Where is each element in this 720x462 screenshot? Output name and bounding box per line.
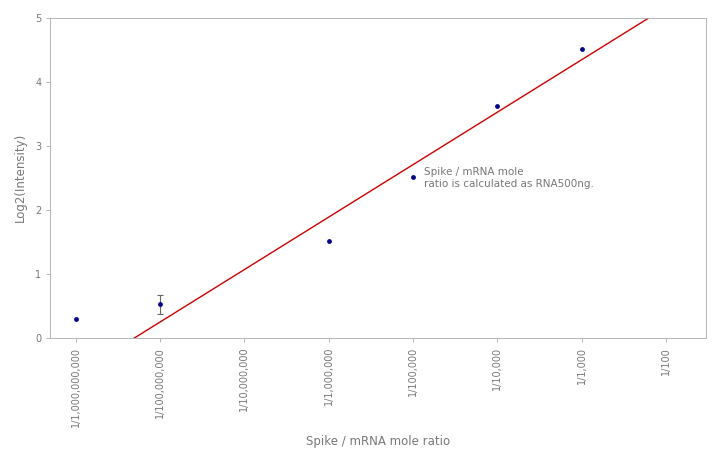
Point [154,301,166,308]
X-axis label: Spike / mRNA mole ratio: Spike / mRNA mole ratio [306,435,451,448]
Text: Spike / mRNA mole
ratio is calculated as RNA500ng.: Spike / mRNA mole ratio is calculated as… [424,167,594,188]
Point [323,237,335,244]
Y-axis label: Log2(Intensity): Log2(Intensity) [14,133,27,222]
Point [576,45,588,52]
Point [492,102,503,109]
Point [408,173,419,180]
Point [70,315,81,322]
